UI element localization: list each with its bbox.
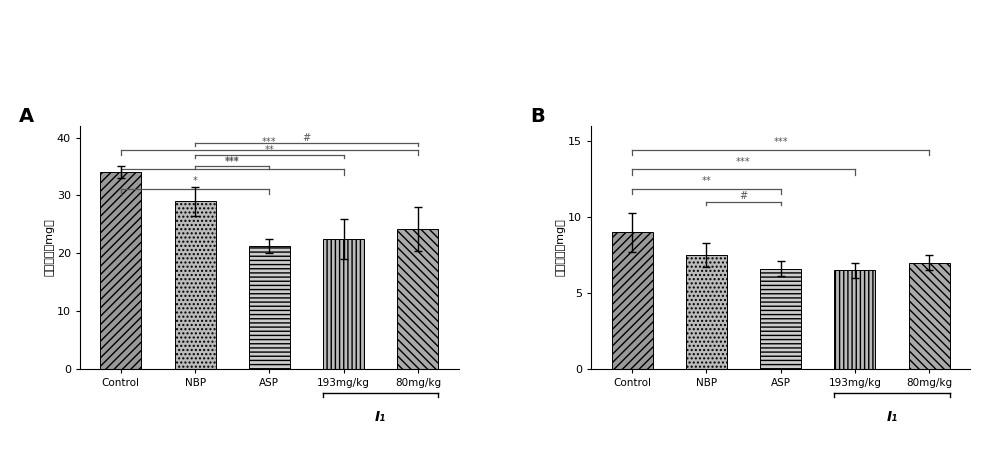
Bar (760, 269, 801, 369)
Y-axis label: 血栓干重（mg）: 血栓干重（mg） (555, 219, 565, 276)
Bar (612, 232, 653, 369)
Bar (834, 270, 875, 369)
Text: I₁: I₁ (886, 410, 898, 424)
Text: **: ** (702, 176, 711, 186)
Text: I₁: I₁ (375, 410, 386, 424)
Text: ***: *** (225, 156, 240, 166)
Text: #: # (302, 133, 311, 143)
Text: ***: *** (225, 157, 240, 167)
Text: **: ** (264, 144, 274, 155)
Bar (175, 201, 216, 369)
Text: *: * (193, 176, 198, 186)
Bar (100, 172, 141, 369)
Bar (249, 246, 290, 369)
Text: ***: *** (262, 137, 277, 148)
Text: ***: *** (736, 157, 751, 167)
Text: ***: *** (773, 137, 788, 148)
Bar (397, 229, 438, 369)
Bar (323, 239, 364, 369)
Text: B: B (531, 107, 545, 126)
Text: A: A (19, 107, 35, 126)
Y-axis label: 血栓湿重（mg）: 血栓湿重（mg） (44, 219, 54, 276)
Text: #: # (739, 191, 748, 201)
Bar (909, 263, 950, 369)
Bar (686, 255, 727, 369)
